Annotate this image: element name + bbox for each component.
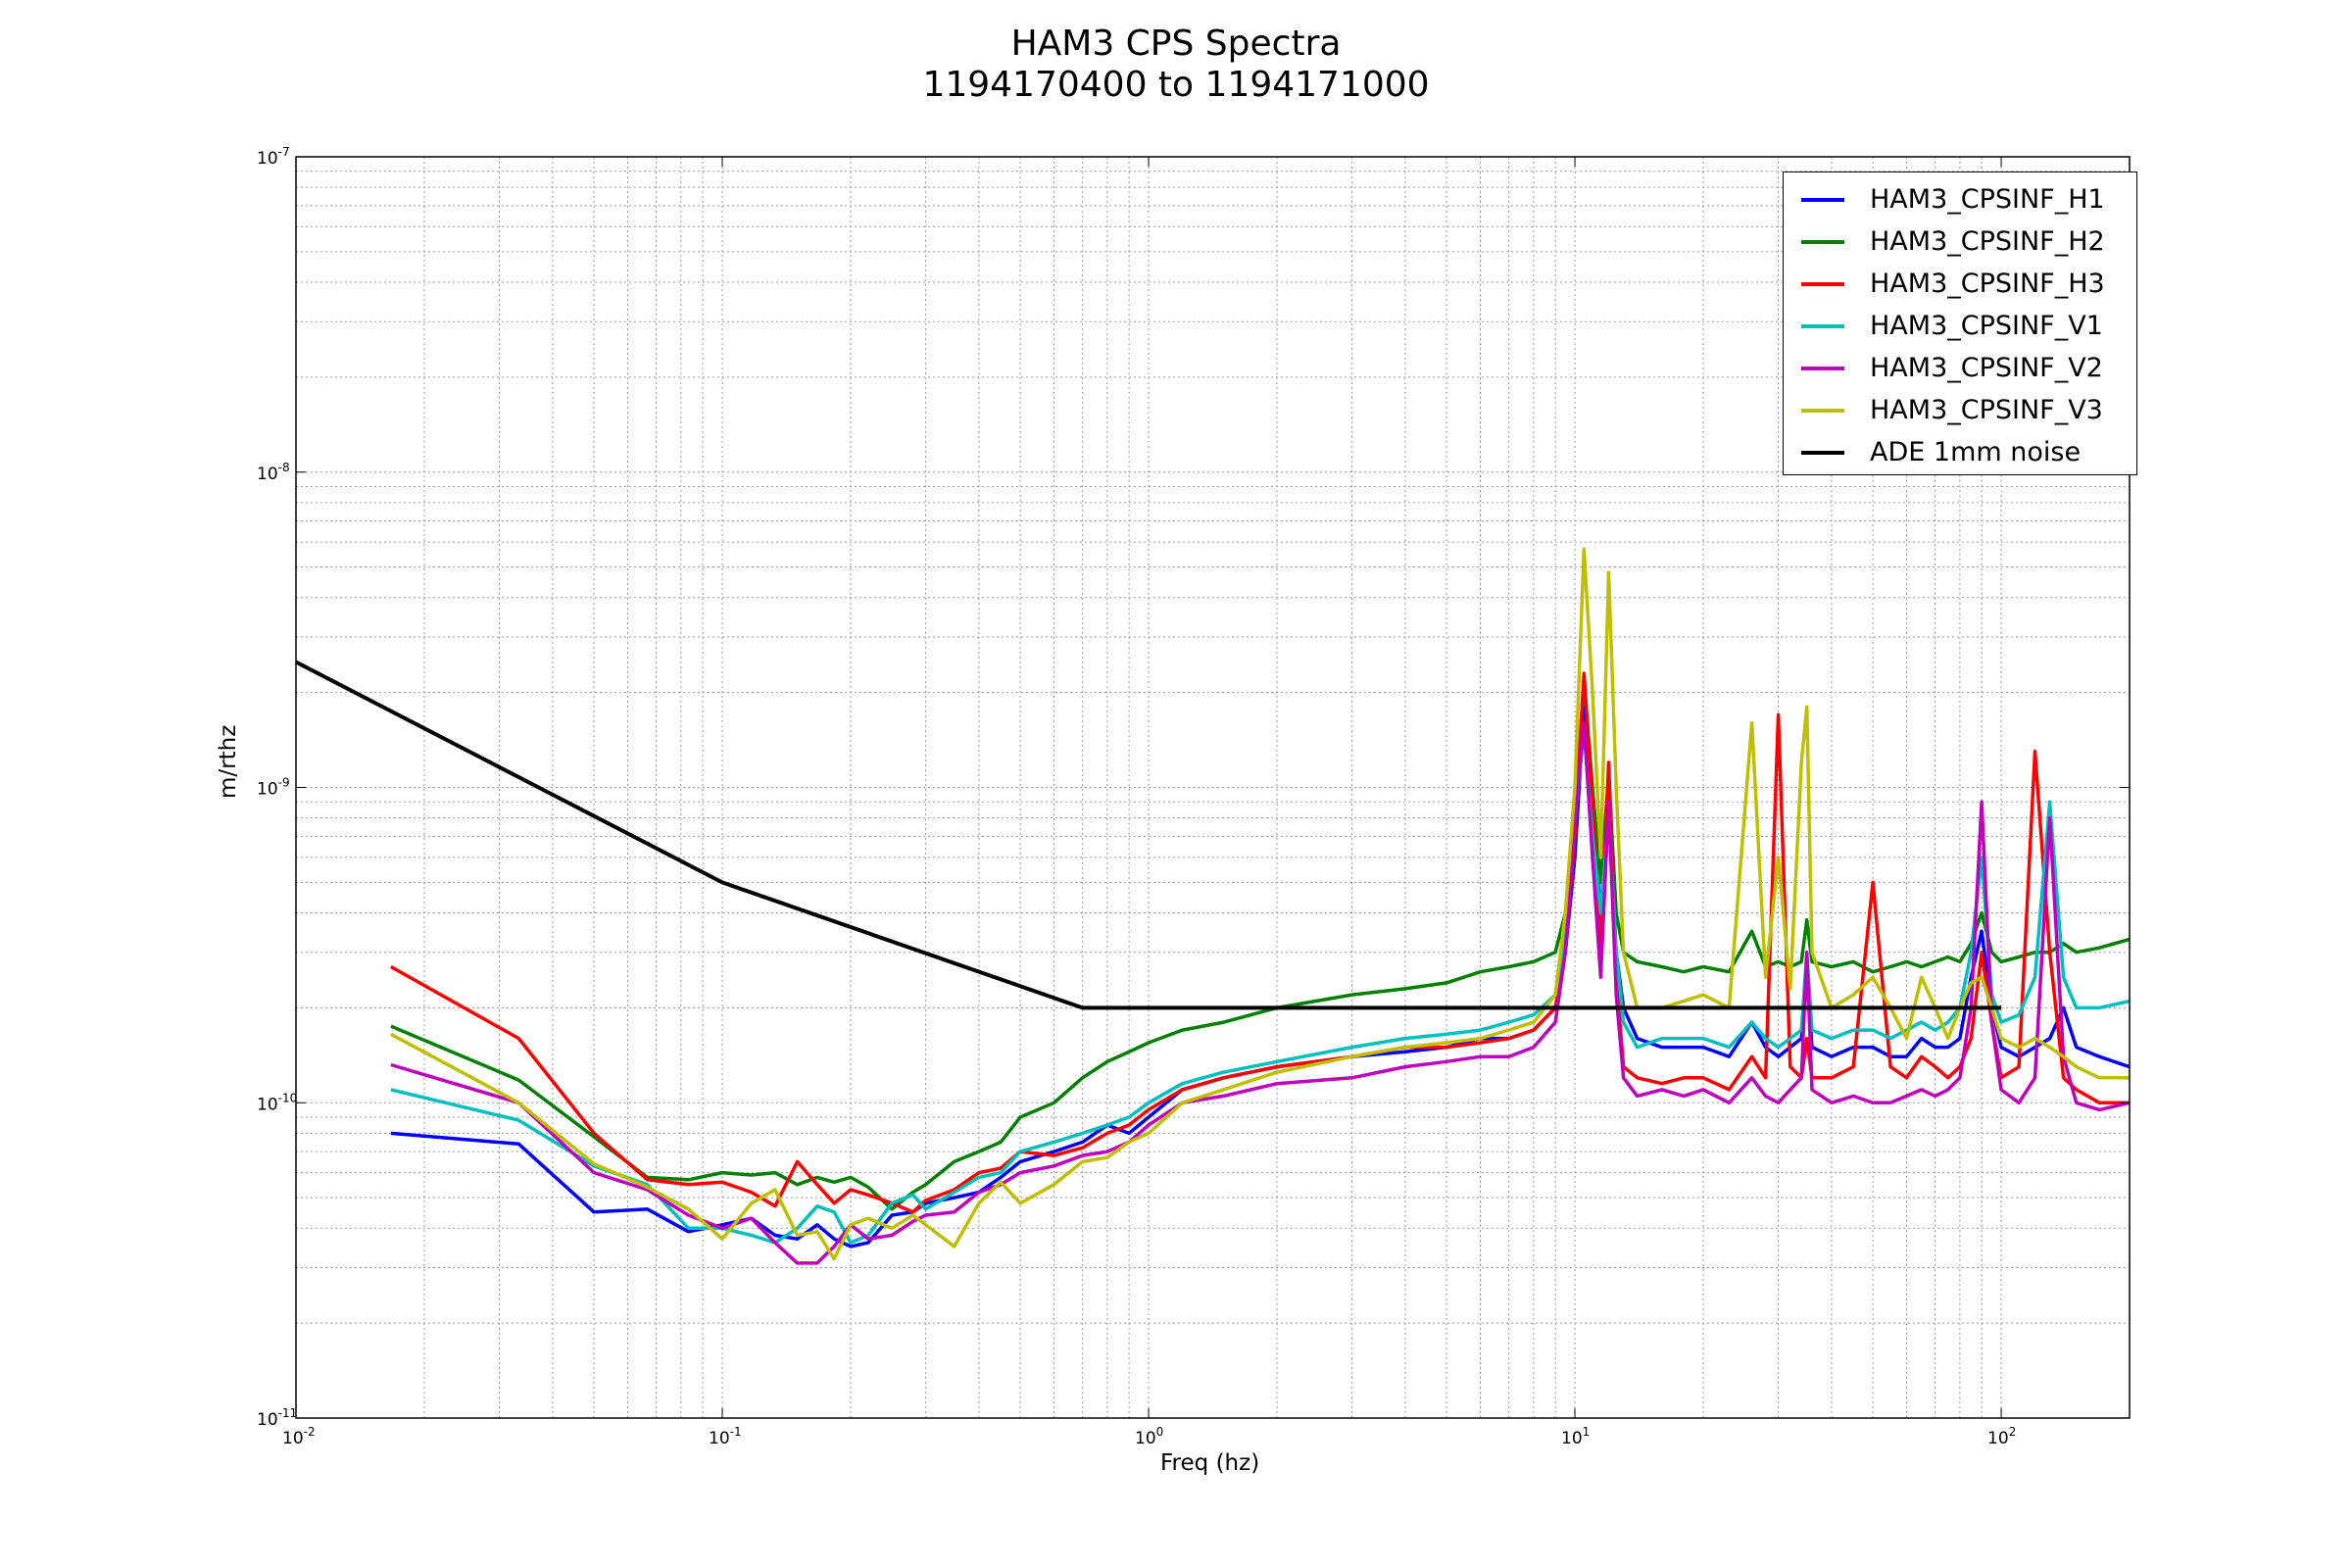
y-axis-label: m/rthz xyxy=(216,724,241,799)
legend-label: HAM3_CPSINF_H1 xyxy=(1870,184,2105,215)
legend-swatch xyxy=(1801,198,1844,202)
axis-ticks: 10-2 10-1 100 101 102 10-11 10-10 10-9 10-8 10-7 xyxy=(257,145,2130,1448)
series-layer xyxy=(295,547,2131,1265)
legend-label: HAM3_CPSINF_V2 xyxy=(1870,353,2103,383)
series-line-4 xyxy=(390,721,2131,1265)
series-line-2 xyxy=(390,671,2130,1214)
legend-label: HAM3_CPSINF_V3 xyxy=(1870,395,2103,425)
legend-swatch xyxy=(1801,324,1844,328)
series-line-6 xyxy=(295,660,2001,1010)
y-tick-label-4: 10-7 xyxy=(257,145,290,169)
y-tick-label-3: 10-8 xyxy=(257,461,290,484)
y-tick-label-0: 10-11 xyxy=(257,1406,297,1430)
legend-item: HAM3_CPSINF_V1 xyxy=(1784,309,2136,344)
x-tick-label-3: 101 xyxy=(1561,1425,1590,1448)
legend-label: ADE 1mm noise xyxy=(1870,437,2082,467)
legend-swatch xyxy=(1801,240,1844,244)
legend-swatch xyxy=(1801,451,1844,455)
chart-subtitle: 1194170400 to 1194171000 xyxy=(922,65,1430,105)
legend-item: HAM3_CPSINF_H1 xyxy=(1784,182,2136,218)
x-tick-label-2: 100 xyxy=(1135,1425,1163,1448)
legend-swatch xyxy=(1801,282,1844,286)
y-tick-label-2: 10-9 xyxy=(257,776,290,800)
x-tick-label-0: 10-2 xyxy=(282,1425,316,1448)
y-tick-label-1: 10-10 xyxy=(257,1091,297,1114)
x-tick-label-4: 102 xyxy=(1987,1425,2016,1448)
legend-label: HAM3_CPSINF_H2 xyxy=(1870,226,2105,257)
legend-item: HAM3_CPSINF_H2 xyxy=(1784,224,2136,260)
x-axis-label: Freq (hz) xyxy=(1160,1450,1260,1476)
legend-label: HAM3_CPSINF_H3 xyxy=(1870,269,2105,299)
legend-item: ADE 1mm noise xyxy=(1784,435,2136,470)
chart-title: HAM3 CPS Spectra xyxy=(1010,24,1342,64)
legend-item: HAM3_CPSINF_V3 xyxy=(1784,393,2136,428)
legend-item: HAM3_CPSINF_H3 xyxy=(1784,267,2136,302)
legend-swatch xyxy=(1801,367,1844,370)
series-line-1 xyxy=(390,677,2131,1211)
legend: HAM3_CPSINF_H1 HAM3_CPSINF_H2 HAM3_CPSINF_… xyxy=(1783,172,2137,475)
series-line-0 xyxy=(390,705,2131,1249)
legend-item: HAM3_CPSINF_V2 xyxy=(1784,351,2136,386)
legend-label: HAM3_CPSINF_V1 xyxy=(1870,311,2103,341)
series-line-5 xyxy=(390,547,2130,1261)
legend-swatch xyxy=(1801,409,1844,413)
series-line-3 xyxy=(390,730,2131,1245)
x-tick-label-1: 10-1 xyxy=(709,1425,742,1448)
